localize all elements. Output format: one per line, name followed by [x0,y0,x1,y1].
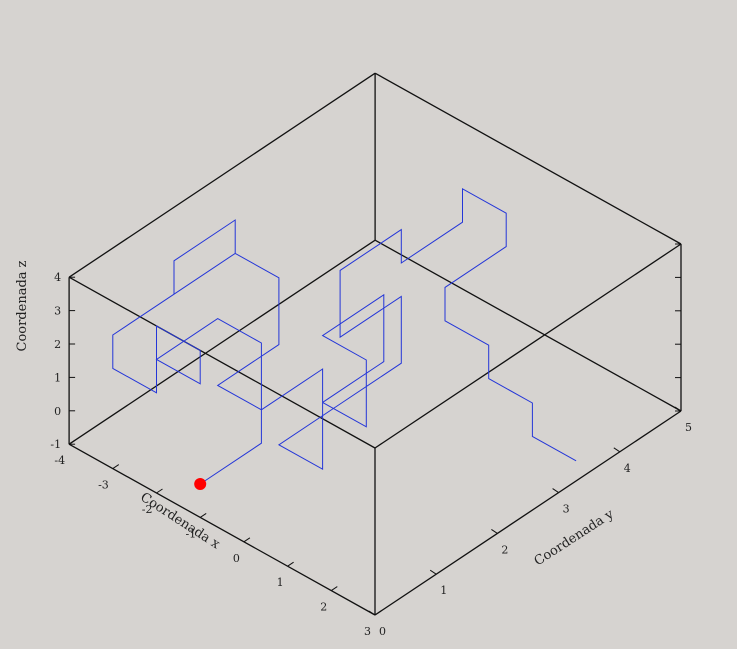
x-tick-label: -3 [98,479,109,492]
z-tick-label: 3 [54,305,61,318]
x-tick-label: 3 [364,625,371,638]
start-marker-layer [194,478,207,490]
x-tick-mark [374,610,382,616]
box-edge [374,72,682,245]
x-tick-label: 1 [277,576,284,589]
z-tick-label: 1 [54,371,61,384]
x-tick-mark [112,464,120,470]
y-tick-label: 5 [685,421,692,434]
x-tick-mark [243,537,251,543]
box-edge [68,443,376,616]
box-edge [68,239,376,445]
y-tick-label: 1 [440,584,447,597]
y-tick-mark [491,528,498,534]
box-edge [374,239,682,412]
y-tick-label: 3 [563,503,570,516]
y-tick-label: 0 [379,625,386,638]
x-tick-label: -2 [142,503,153,516]
z-tick-label: 4 [54,271,61,284]
x-tick-mark [68,439,76,445]
random-walk-line [112,187,577,485]
box-edge [374,243,682,449]
x-tick-mark [331,586,338,592]
y-tick-mark [552,488,559,494]
series-path [112,187,577,485]
z-tick-label: 0 [54,405,61,418]
y-tick-mark [613,447,621,453]
box-edge [68,72,376,278]
y-tick-label: 2 [501,543,508,556]
bounding-box [68,72,682,616]
box-edge [374,410,682,616]
x-tick-mark [287,561,294,567]
x-tick-label: -1 [185,527,196,540]
z-tick-label: 2 [54,338,61,351]
z-axis-label: Coordenada z [15,260,30,351]
x-tick-mark [156,488,163,494]
y-tick-mark [674,406,682,412]
y-tick-label: 4 [624,462,631,475]
x-tick-label: -4 [54,454,65,467]
y-tick-mark [429,569,437,575]
x-tick-label: 0 [233,552,240,565]
box-edge [68,276,376,449]
x-axis-label: Coordenada x [137,490,222,553]
x-tick-label: 2 [320,601,327,614]
start-point-marker [194,478,207,490]
y-axis-label: Coordenada y [532,507,617,570]
z-tick-label: -1 [50,438,61,451]
y-tick-mark [368,610,376,616]
x-tick-mark [199,512,207,518]
